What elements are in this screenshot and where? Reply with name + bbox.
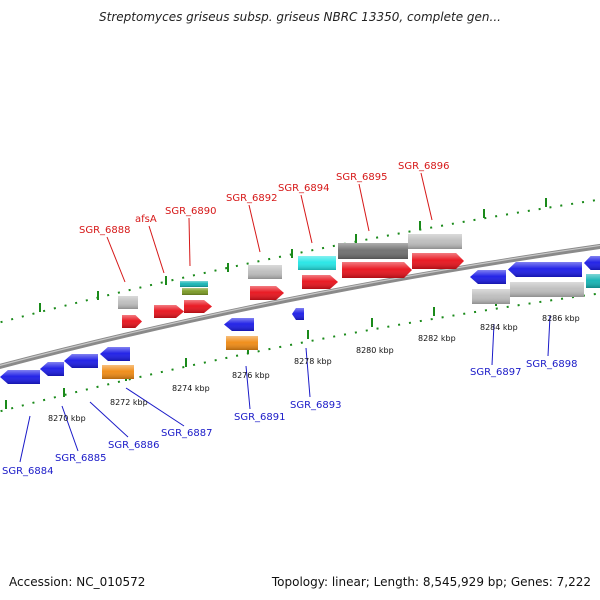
gene-shading-0 xyxy=(118,296,138,309)
top-leader-line-0 xyxy=(106,236,126,283)
gene-label-top-2[interactable]: SGR_6890 xyxy=(165,206,217,217)
map-title: Streptomyces griseus subsp. griseus NBRC… xyxy=(99,10,501,24)
gene-shading-8 xyxy=(224,318,254,331)
gene-shading-2 xyxy=(154,305,184,318)
top-leader-line-1 xyxy=(148,225,165,274)
gene-shading-18 xyxy=(472,289,510,304)
gene-label-bottom-7[interactable]: SGR_6898 xyxy=(526,359,578,370)
bottom-leader-line-3 xyxy=(125,387,185,427)
bottom-leader-line-0 xyxy=(19,415,31,463)
gene-shading-11 xyxy=(298,256,336,270)
accession-label: Accession: NC_010572 xyxy=(9,575,146,589)
gene-shading-21 xyxy=(584,256,600,270)
gene-label-top-1[interactable]: afsA xyxy=(135,214,157,225)
genome-summary-label: Topology: linear; Length: 8,545,929 bp; … xyxy=(271,575,591,589)
top-leader-line-2 xyxy=(188,217,191,267)
gene-shading-15 xyxy=(408,234,462,249)
gene-shading-19 xyxy=(508,262,582,277)
gene-label-bottom-0[interactable]: SGR_6884 xyxy=(2,466,54,477)
gene-label-top-4[interactable]: SGR_6894 xyxy=(278,183,330,194)
scale-label-1: 8272 kbp xyxy=(110,398,148,407)
gene-shading-14 xyxy=(342,262,412,278)
chromosome-backbone xyxy=(0,243,600,369)
chromosome-backbone-highlight xyxy=(0,244,600,366)
scale-label-6: 8282 kbp xyxy=(418,334,456,343)
gene-label-top-0[interactable]: SGR_6888 xyxy=(79,225,131,236)
gene-shading-20 xyxy=(510,282,584,297)
top-leader-line-4 xyxy=(300,194,313,244)
bottom-leader-line-1 xyxy=(61,405,79,452)
gene-shading-9 xyxy=(226,336,258,350)
scale-label-8: 8286 kbp xyxy=(542,314,580,323)
scale-label-3: 8276 kbp xyxy=(232,371,270,380)
gene-shading-12 xyxy=(302,275,338,289)
gene-shading-5 xyxy=(184,300,212,313)
scale-label-7: 8284 kbp xyxy=(480,323,518,332)
scale-label-5: 8280 kbp xyxy=(356,346,394,355)
bottom-leader-line-5 xyxy=(305,347,311,398)
gene-shading-23 xyxy=(0,370,40,384)
top-leader-line-5 xyxy=(358,183,370,232)
gene-shading-24 xyxy=(40,362,64,376)
gene-label-top-5[interactable]: SGR_6895 xyxy=(336,172,388,183)
gene-shading-4 xyxy=(182,288,208,295)
gene-shading-10 xyxy=(292,308,304,320)
bottom-leader-line-6 xyxy=(491,323,495,366)
gene-shading-7 xyxy=(250,286,284,300)
gene-label-bottom-1[interactable]: SGR_6885 xyxy=(55,453,107,464)
gene-shading-1 xyxy=(122,315,142,328)
scale-label-0: 8270 kbp xyxy=(48,414,86,423)
scale-label-4: 8278 kbp xyxy=(294,357,332,366)
bottom-leader-line-2 xyxy=(89,401,129,438)
gene-shading-6 xyxy=(248,265,282,279)
gene-label-bottom-6[interactable]: SGR_6897 xyxy=(470,367,522,378)
gene-shading-27 xyxy=(102,365,134,379)
top-leader-line-6 xyxy=(420,172,433,221)
gene-label-bottom-5[interactable]: SGR_6893 xyxy=(290,400,342,411)
bottom-leader-line-4 xyxy=(245,365,251,410)
gene-shading-22 xyxy=(586,274,600,288)
gene-label-top-6[interactable]: SGR_6896 xyxy=(398,161,450,172)
gene-shading-25 xyxy=(64,354,98,368)
gene-label-top-3[interactable]: SGR_6892 xyxy=(226,193,278,204)
upper-track-line xyxy=(0,198,600,324)
gene-label-bottom-4[interactable]: SGR_6891 xyxy=(234,412,286,423)
gene-shading-16 xyxy=(412,253,464,269)
gene-shading-26 xyxy=(100,347,130,361)
gene-label-bottom-3[interactable]: SGR_6887 xyxy=(161,428,213,439)
gene-label-bottom-2[interactable]: SGR_6886 xyxy=(108,440,160,451)
gene-shading-3 xyxy=(180,281,208,287)
top-leader-line-3 xyxy=(248,204,261,253)
bottom-leader-line-7 xyxy=(547,315,551,357)
gene-shading-13 xyxy=(338,243,408,259)
lower-track-line xyxy=(0,292,600,413)
gene-shading-17 xyxy=(470,270,506,284)
scale-label-2: 8274 kbp xyxy=(172,384,210,393)
